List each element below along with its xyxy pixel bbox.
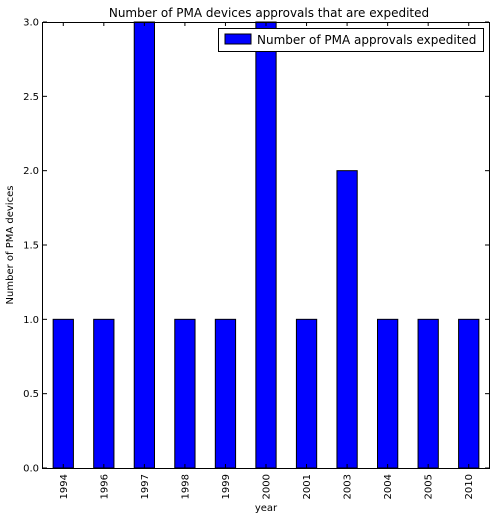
y-tick-label: 2.0 [23, 166, 39, 177]
x-tick-label: 1997 [140, 474, 151, 499]
x-tick-label: 2000 [262, 474, 273, 499]
bar-2001 [295, 318, 318, 469]
x-tick-label: 1999 [221, 474, 232, 499]
legend-swatch [224, 33, 252, 45]
bar-1994 [52, 318, 74, 469]
x-tick-label: 2005 [424, 474, 435, 499]
legend-box [218, 28, 484, 52]
x-tick-label: 1998 [180, 474, 191, 499]
x-tick-label: 2010 [464, 474, 475, 499]
bar-2004 [377, 318, 399, 469]
bar-2000 [255, 21, 277, 469]
y-tick-label: 3.0 [23, 18, 39, 29]
bar-2003 [336, 170, 358, 469]
y-axis-title: Number of PMA devices [5, 186, 16, 305]
y-tick-label: 1.0 [23, 315, 39, 326]
x-axis-ticks: 1994 1996 1997 1998 1999 2000 2001 2003 2004 2005… [59, 22, 475, 499]
x-axis-title: year [255, 503, 278, 514]
plot-frame [42, 22, 490, 469]
y-tick-label: 0.5 [23, 389, 39, 400]
x-tick-label: 1994 [59, 474, 70, 499]
legend-label: Number of PMA approvals expedited [257, 33, 476, 47]
bar-2005 [417, 318, 439, 469]
bar-1997 [133, 21, 155, 469]
bar-1998 [174, 318, 196, 469]
x-tick-label: 2004 [383, 474, 394, 499]
x-tick-label: 2001 [302, 474, 313, 499]
bar-1999 [214, 318, 237, 469]
y-tick-label: 1.5 [23, 241, 39, 252]
chart-title: Number of PMA devices approvals that are… [109, 6, 429, 20]
legend: Number of PMA approvals expedited [218, 28, 484, 52]
bar-1996 [93, 318, 115, 469]
x-tick-label: 1996 [99, 474, 110, 499]
bar-2010 [458, 318, 480, 469]
bars-layer [52, 21, 480, 469]
y-tick-label: 0.0 [23, 464, 39, 475]
y-tick-label: 2.5 [23, 92, 39, 103]
x-tick-label: 2003 [343, 474, 354, 499]
y-axis-ticks: 0.0 0.5 1.0 1.5 2.0 2.5 3.0 [23, 18, 489, 475]
